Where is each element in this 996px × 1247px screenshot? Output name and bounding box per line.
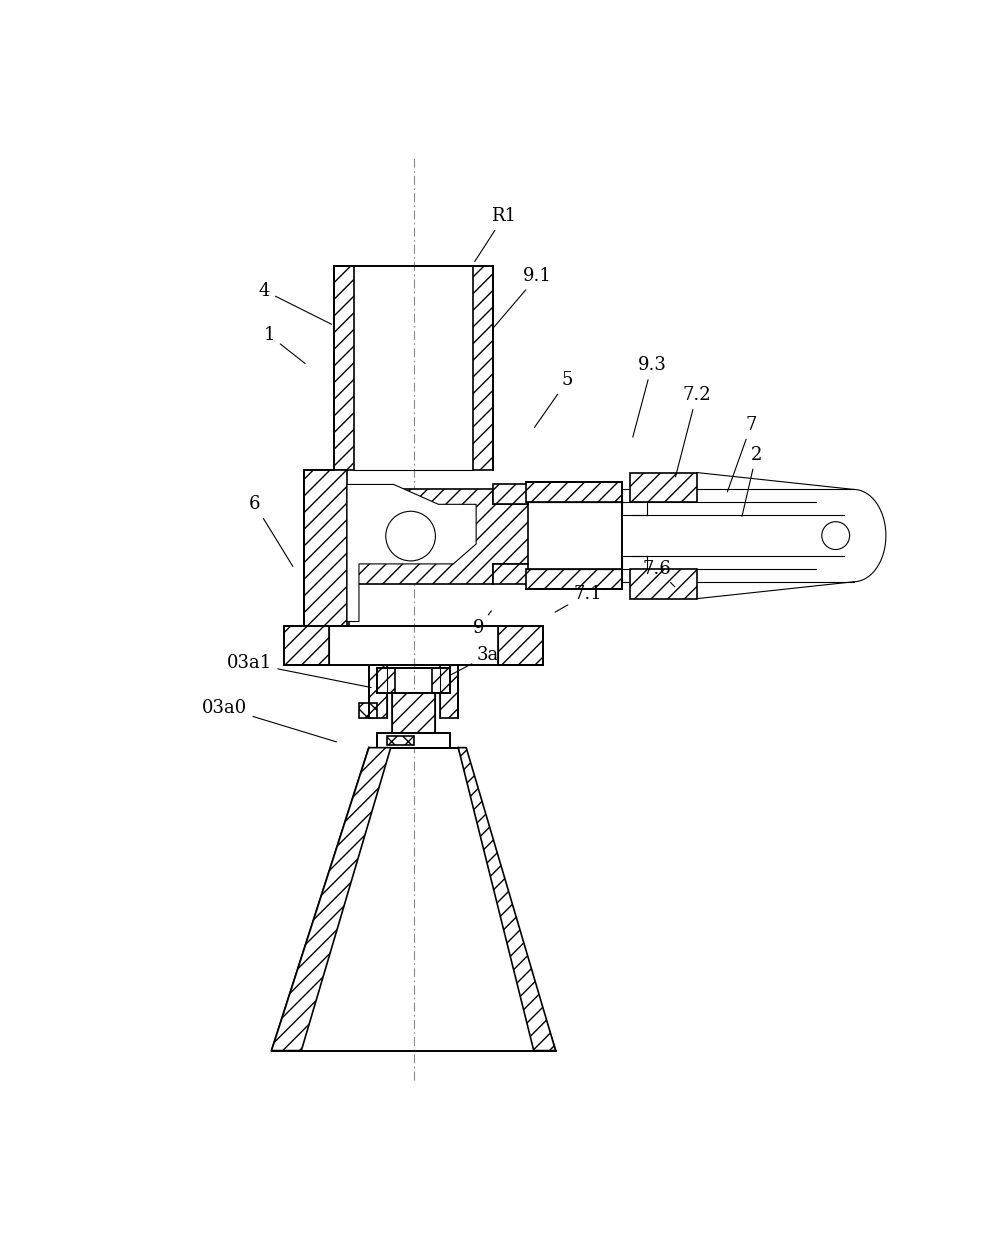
Polygon shape	[526, 569, 622, 589]
Polygon shape	[272, 748, 390, 1050]
Text: 7.6: 7.6	[642, 560, 675, 587]
Polygon shape	[432, 668, 450, 693]
Circle shape	[385, 511, 435, 561]
Text: 5: 5	[535, 372, 574, 428]
Polygon shape	[386, 736, 413, 744]
Polygon shape	[493, 484, 528, 504]
Text: 1: 1	[264, 327, 305, 364]
Text: 4: 4	[259, 282, 332, 324]
Polygon shape	[440, 665, 458, 718]
Polygon shape	[359, 703, 376, 718]
Polygon shape	[305, 470, 347, 626]
Polygon shape	[376, 668, 394, 693]
Circle shape	[822, 521, 850, 550]
Polygon shape	[391, 693, 435, 733]
Text: 9.1: 9.1	[493, 267, 552, 328]
Text: 7.2: 7.2	[675, 387, 711, 476]
Polygon shape	[334, 266, 354, 470]
Text: 9: 9	[472, 611, 491, 637]
Text: 6: 6	[249, 495, 293, 566]
Text: 03a1: 03a1	[227, 655, 372, 687]
Text: R1: R1	[475, 207, 517, 262]
Text: 7: 7	[727, 415, 757, 491]
Text: 2: 2	[742, 445, 762, 516]
Polygon shape	[526, 483, 622, 503]
Polygon shape	[369, 665, 386, 718]
Text: 3a: 3a	[451, 646, 499, 675]
Polygon shape	[473, 266, 493, 470]
Polygon shape	[305, 470, 528, 626]
Text: 9.3: 9.3	[632, 357, 666, 436]
Polygon shape	[285, 626, 329, 665]
Polygon shape	[498, 626, 543, 665]
Polygon shape	[630, 473, 696, 503]
Polygon shape	[630, 569, 696, 599]
Polygon shape	[347, 484, 476, 621]
Text: 7.1: 7.1	[555, 585, 602, 612]
Polygon shape	[376, 733, 450, 748]
Polygon shape	[493, 564, 528, 584]
Polygon shape	[458, 748, 556, 1050]
Text: 03a0: 03a0	[202, 698, 337, 742]
